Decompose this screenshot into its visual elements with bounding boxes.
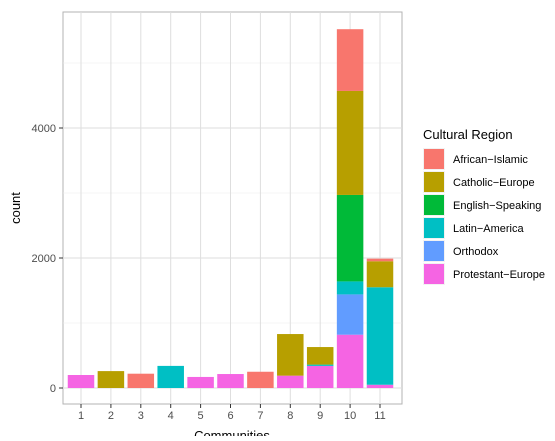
x-axis-title: Communities — [194, 428, 270, 436]
bar-segment — [97, 371, 125, 388]
bars — [67, 29, 394, 388]
bar-segment — [366, 287, 394, 385]
x-tick-label: 8 — [287, 410, 293, 422]
y-axis-title: count — [8, 192, 23, 224]
axes: 0 2000 4000 1 2 3 4 5 6 7 8 9 10 11 — [32, 123, 386, 422]
bar-segment — [217, 374, 244, 388]
bar-segment — [67, 375, 95, 388]
bar-segment — [336, 294, 364, 335]
legend-label: Orthodox — [453, 246, 499, 258]
bar-segment — [336, 90, 364, 195]
bar-segment — [336, 29, 364, 91]
bar-segment — [247, 371, 274, 388]
legend-swatch — [424, 172, 444, 192]
bar-segment — [277, 375, 304, 388]
x-tick-label: 2 — [108, 410, 114, 422]
bar-segment — [366, 258, 394, 262]
y-tick-label: 4000 — [32, 123, 56, 135]
legend-swatch — [424, 218, 444, 238]
bar-segment — [127, 373, 155, 388]
x-tick-label: 9 — [317, 410, 323, 422]
x-tick-label: 5 — [198, 410, 204, 422]
bar-segment — [306, 364, 334, 366]
legend: Cultural Region African−Islamic Catholic−… — [423, 127, 545, 285]
x-tick-label: 7 — [257, 410, 263, 422]
x-tick-label: 10 — [344, 410, 356, 422]
bar-segment — [336, 281, 364, 295]
bar-segment — [306, 365, 334, 388]
bar-segment — [336, 194, 364, 282]
legend-label: English−Speaking — [453, 200, 541, 212]
bar-segment — [366, 384, 394, 388]
bar-segment — [366, 261, 394, 288]
x-tick-label: 1 — [78, 410, 84, 422]
legend-swatch — [424, 195, 444, 215]
bar-segment — [277, 334, 304, 376]
legend-swatch — [424, 264, 444, 284]
bar-segment — [187, 376, 214, 388]
legend-swatch — [424, 149, 444, 169]
x-tick-label: 11 — [374, 410, 385, 422]
legend-label: African−Islamic — [453, 154, 528, 166]
legend-swatch — [424, 241, 444, 261]
legend-label: Catholic−Europe — [453, 177, 535, 189]
legend-label: Latin−America — [453, 223, 525, 235]
x-tick-label: 3 — [138, 410, 144, 422]
y-tick-label: 2000 — [32, 253, 56, 265]
legend-title: Cultural Region — [423, 127, 513, 142]
bar-segment — [336, 334, 364, 388]
y-tick-label: 0 — [50, 383, 56, 395]
legend-label: Protestant−Europe — [453, 269, 545, 281]
x-tick-label: 4 — [168, 410, 174, 422]
x-tick-label: 6 — [227, 410, 233, 422]
bar-segment — [306, 347, 334, 365]
bar-segment — [157, 365, 184, 388]
